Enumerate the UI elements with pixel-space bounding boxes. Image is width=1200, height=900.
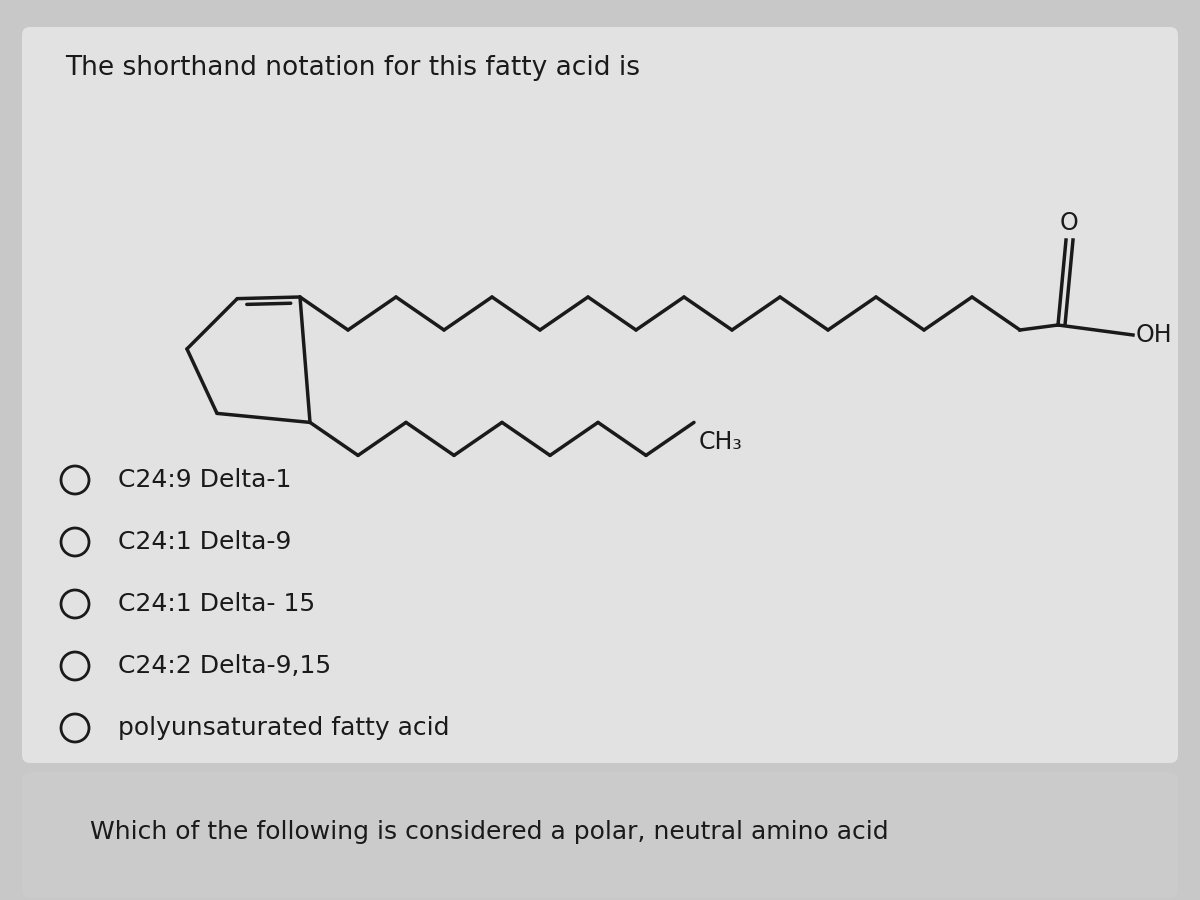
- Text: CH₃: CH₃: [698, 430, 743, 454]
- Text: C24:9 Delta-1: C24:9 Delta-1: [118, 468, 292, 492]
- FancyBboxPatch shape: [22, 772, 1178, 898]
- Text: The shorthand notation for this fatty acid is: The shorthand notation for this fatty ac…: [65, 55, 640, 81]
- Text: C24:1 Delta-9: C24:1 Delta-9: [118, 530, 292, 554]
- Text: C24:2 Delta-9,15: C24:2 Delta-9,15: [118, 654, 331, 678]
- Text: Which of the following is considered a polar, neutral amino acid: Which of the following is considered a p…: [90, 820, 889, 844]
- FancyBboxPatch shape: [22, 27, 1178, 763]
- Text: O: O: [1060, 211, 1079, 235]
- Text: C24:1 Delta- 15: C24:1 Delta- 15: [118, 592, 316, 616]
- Text: polyunsaturated fatty acid: polyunsaturated fatty acid: [118, 716, 450, 740]
- Text: OH: OH: [1136, 323, 1172, 347]
